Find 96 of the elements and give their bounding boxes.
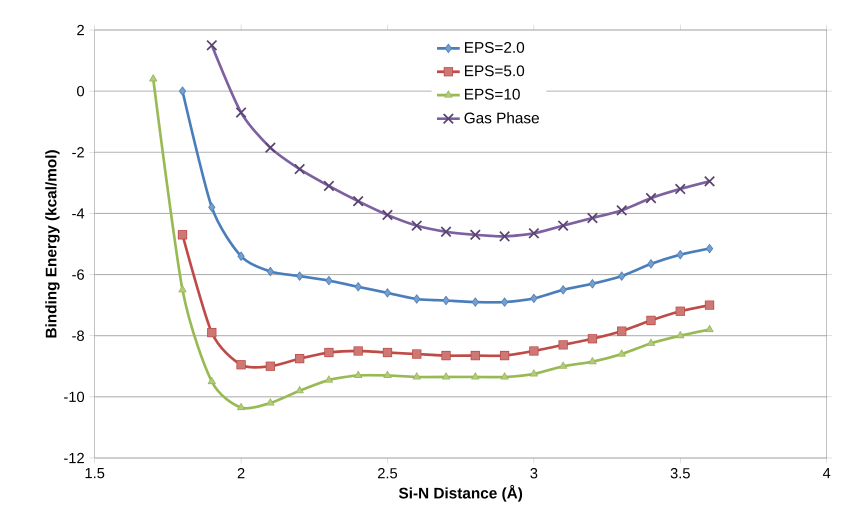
- point: [588, 357, 597, 364]
- point: [470, 229, 481, 240]
- point: [294, 164, 306, 175]
- point: [354, 282, 362, 292]
- point: [383, 370, 392, 378]
- legend-label: EPS=2.0: [465, 42, 524, 53]
- point: [411, 220, 422, 232]
- point: [264, 142, 276, 154]
- point: [266, 266, 274, 276]
- point: [352, 196, 364, 207]
- point: [530, 294, 538, 304]
- legend-label: EPS=10: [465, 88, 520, 100]
- point: [236, 402, 246, 410]
- point: [586, 212, 598, 224]
- point: [324, 348, 334, 358]
- x-tick-label: 3: [530, 468, 538, 478]
- point: [206, 40, 218, 51]
- point: [674, 183, 686, 195]
- point: [471, 372, 480, 380]
- point: [588, 334, 598, 344]
- point: [441, 350, 451, 360]
- point: [616, 204, 628, 216]
- point: [530, 369, 538, 376]
- y-tick-label: -6: [72, 269, 84, 280]
- y-tick-label: -2: [72, 147, 84, 158]
- point: [296, 271, 304, 281]
- point: [618, 349, 626, 357]
- point: [500, 297, 508, 307]
- point: [207, 328, 216, 338]
- legend-label: EPS=5.0: [465, 65, 524, 76]
- point: [294, 354, 304, 364]
- point: [323, 180, 334, 192]
- point: [645, 192, 657, 204]
- point: [235, 106, 247, 118]
- y-tick-label: -4: [72, 208, 84, 218]
- y-tick-label: 0: [77, 86, 84, 96]
- point: [208, 376, 216, 384]
- point: [413, 294, 420, 304]
- point: [382, 209, 394, 221]
- point: [266, 398, 274, 406]
- point: [472, 297, 479, 307]
- point: [529, 346, 539, 356]
- point: [442, 296, 450, 306]
- point: [384, 288, 392, 298]
- y-axis-title: Binding Energy (kcal/mol): [45, 150, 60, 338]
- point: [470, 350, 480, 360]
- x-tick-label: 1.5: [86, 468, 104, 478]
- point: [646, 338, 656, 346]
- point: [558, 220, 569, 232]
- point: [676, 250, 684, 260]
- point: [412, 372, 421, 380]
- legend-label: Gas Phase: [464, 112, 539, 124]
- point: [706, 244, 714, 254]
- point: [558, 340, 568, 350]
- y-tick-label: 2: [77, 24, 84, 36]
- point: [236, 360, 246, 370]
- point: [618, 271, 626, 281]
- point: [704, 300, 714, 310]
- y-tick-label: -12: [64, 452, 84, 464]
- point: [266, 362, 276, 371]
- x-tick-label: 3.5: [670, 468, 690, 478]
- x-tick-label: 2: [238, 468, 244, 478]
- y-tick-label: -8: [72, 330, 84, 341]
- point: [325, 276, 333, 286]
- point: [500, 350, 510, 360]
- point: [499, 230, 510, 242]
- point: [676, 331, 684, 338]
- point: [528, 228, 540, 239]
- point: [440, 226, 452, 238]
- point: [617, 326, 626, 336]
- point: [382, 348, 392, 358]
- point: [354, 346, 363, 356]
- point: [442, 372, 450, 380]
- point: [178, 230, 188, 240]
- point: [559, 362, 568, 369]
- point: [178, 86, 186, 96]
- point: [354, 370, 362, 378]
- point: [237, 252, 245, 261]
- point: [500, 372, 509, 380]
- y-tick-label: -10: [64, 392, 84, 402]
- point: [588, 279, 596, 288]
- point: [704, 176, 716, 187]
- point: [178, 285, 187, 292]
- x-tick-label: 4: [822, 468, 830, 478]
- x-axis-title: Si-N Distance (Å): [398, 484, 522, 502]
- point: [646, 316, 656, 326]
- point: [676, 306, 685, 316]
- point: [705, 324, 714, 332]
- point: [208, 202, 216, 212]
- point: [324, 375, 334, 383]
- point: [647, 259, 655, 269]
- point: [412, 349, 422, 359]
- point: [296, 386, 304, 394]
- x-tick-label: 2.5: [378, 468, 398, 478]
- point: [560, 285, 567, 295]
- point: [149, 74, 158, 82]
